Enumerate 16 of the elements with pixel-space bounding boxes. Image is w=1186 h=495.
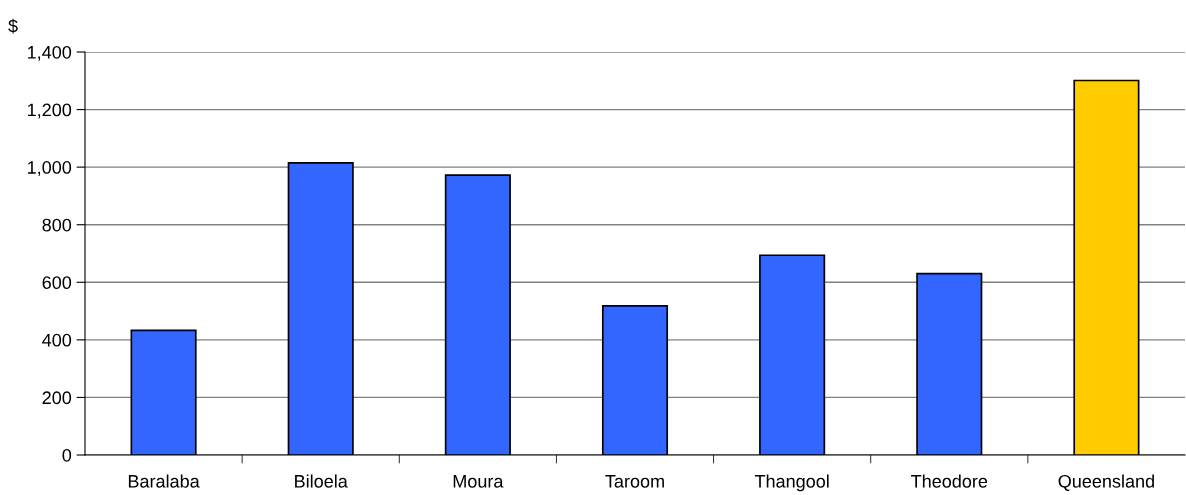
y-tick-label: 1,200 (28, 103, 72, 119)
x-tick-label: Biloela (295, 474, 348, 488)
x-tick-label: Thangool (754, 474, 829, 492)
x-tick-label: Taroom (605, 475, 664, 488)
y-tick-label: 800 (42, 218, 72, 232)
y-tick-label: 1,400 (28, 45, 72, 61)
x-tick-label: Baralaba (128, 474, 200, 488)
y-tick-label: 400 (42, 333, 72, 347)
x-tick-label: Moura (453, 475, 504, 488)
x-tick-label: Theodore (911, 474, 988, 488)
y-axis-title: $ (8, 18, 18, 34)
y-tick-label: 1,000 (28, 161, 72, 176)
x-tick-label: Queensland (1058, 474, 1154, 491)
y-tick-label: 200 (42, 391, 72, 405)
y-tick-label: 0 (62, 448, 72, 462)
y-tick-label: 600 (42, 276, 72, 290)
